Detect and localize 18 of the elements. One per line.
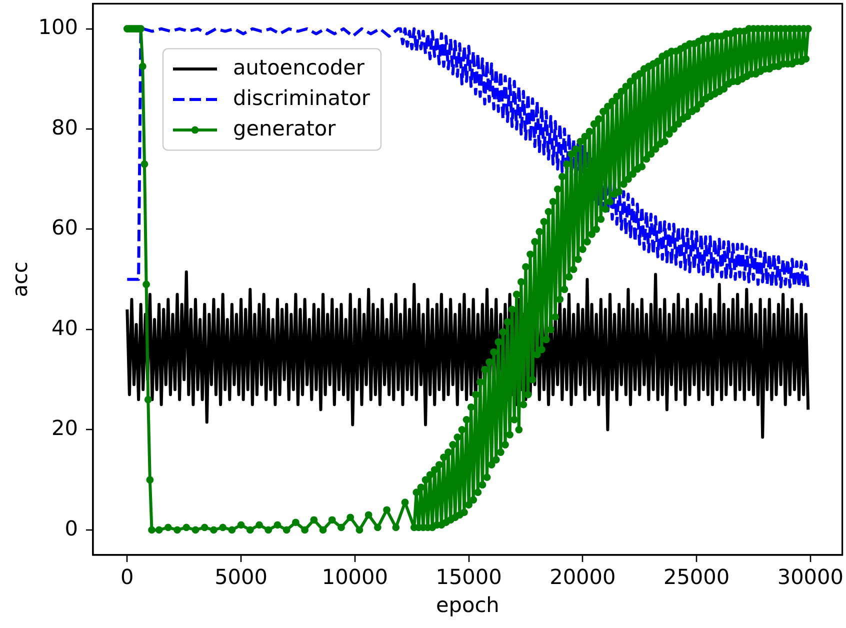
x-tick-label: 15000 (436, 564, 502, 589)
x-tick-label: 5000 (214, 564, 268, 589)
x-axis-title: epoch (436, 592, 500, 617)
y-tick-label: 20 (52, 416, 78, 440)
y-tick-label: 0 (64, 516, 78, 540)
x-tick-label: 10000 (322, 564, 388, 589)
y-tick-label: 100 (38, 15, 78, 40)
y-tick-label: 60 (52, 216, 78, 240)
x-tick-label: 25000 (663, 564, 730, 589)
x-tick-label: 30000 (777, 564, 844, 589)
x-tick-label: 0 (120, 564, 134, 589)
legend-label: generator (233, 116, 336, 140)
y-tick-label: 40 (52, 316, 78, 340)
y-axis-title: acc (8, 262, 32, 298)
legend-label: discriminator (233, 86, 370, 110)
y-tick-label: 80 (52, 115, 78, 140)
x-tick-label: 20000 (550, 564, 616, 589)
legend-label: autoencoder (233, 55, 365, 80)
